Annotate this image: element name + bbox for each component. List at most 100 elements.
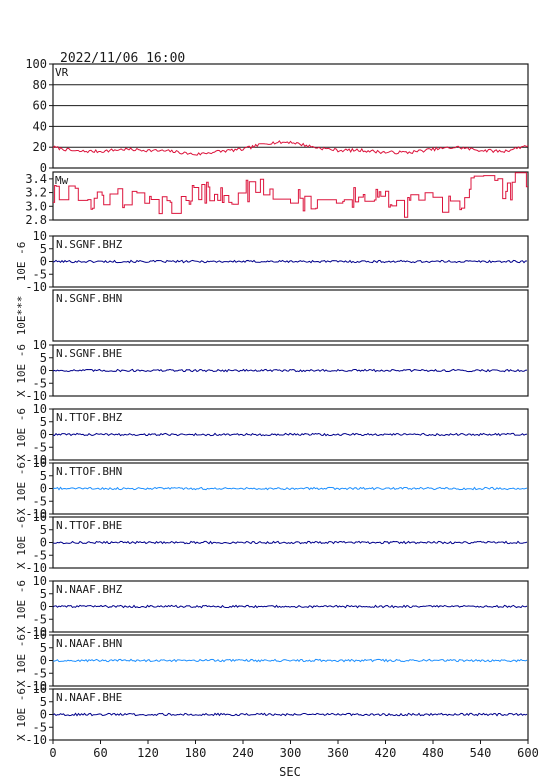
trace-tick-label: 0 bbox=[40, 654, 47, 668]
trace-tick-label: 0 bbox=[40, 482, 47, 496]
trace-waveform-n-sgnf-bhe bbox=[52, 368, 528, 373]
vr-panel-label: VR bbox=[55, 66, 69, 79]
vr-series-line bbox=[52, 140, 529, 156]
mw-tick-label: 2.8 bbox=[25, 213, 47, 227]
trace-tick-label: -5 bbox=[33, 548, 47, 562]
trace-tick-label: 0 bbox=[40, 708, 47, 722]
trace-tick-label: -5 bbox=[33, 267, 47, 281]
trace-tick-label: 5 bbox=[40, 469, 47, 483]
trace-y-axis-label: X 10E -6 bbox=[15, 580, 28, 633]
trace-tick-label: 10 bbox=[33, 682, 47, 696]
trace-tick-label: 5 bbox=[40, 351, 47, 365]
trace-tick-label: -10 bbox=[25, 625, 47, 639]
trace-y-axis-label: X 10E -6 bbox=[15, 462, 28, 515]
x-tick-label: 600 bbox=[517, 746, 539, 760]
trace-waveform-n-ttof-bhz bbox=[52, 432, 528, 437]
trace-tick-label: -10 bbox=[25, 280, 47, 294]
trace-panel-frame-n-ttof-bhz bbox=[52, 408, 529, 461]
x-tick-label: 240 bbox=[232, 746, 254, 760]
trace-waveform-n-naaf-bhz bbox=[52, 604, 528, 609]
trace-tick-label: 10 bbox=[33, 456, 47, 470]
trace-tick-label: -10 bbox=[25, 453, 47, 467]
trace-waveform-n-ttof-bhn bbox=[52, 486, 528, 491]
trace-waveform-n-ttof-bhe bbox=[52, 540, 528, 545]
trace-panel-frame-n-sgnf-bhn bbox=[52, 289, 529, 342]
trace-label-n-naaf-bhn: N.NAAF.BHN bbox=[56, 637, 122, 650]
trace-label-n-ttof-bhn: N.TTOF.BHN bbox=[56, 465, 122, 478]
trace-label-n-sgnf-bhz: N.SGNF.BHZ bbox=[56, 238, 123, 251]
trace-tick-label: -5 bbox=[33, 440, 47, 454]
trace-y-axis-label: 10E*** bbox=[15, 296, 28, 336]
x-tick-label: 480 bbox=[422, 746, 444, 760]
trace-tick-label: 5 bbox=[40, 695, 47, 709]
trace-tick-label: -5 bbox=[33, 720, 47, 734]
trace-y-axis-label: X 10E -6 bbox=[15, 634, 28, 687]
trace-waveform-n-sgnf-bhz bbox=[52, 259, 528, 264]
x-tick-label: 60 bbox=[93, 746, 107, 760]
trace-tick-label: 5 bbox=[40, 523, 47, 537]
trace-tick-label: -10 bbox=[25, 507, 47, 521]
trace-y-axis-label: X 10E -6 bbox=[15, 344, 28, 397]
trace-tick-label: -10 bbox=[25, 561, 47, 575]
trace-tick-label: 0 bbox=[40, 536, 47, 550]
mw-tick-label: 3.4 bbox=[25, 172, 47, 186]
vr-tick-label: 20 bbox=[33, 140, 47, 154]
trace-tick-label: -5 bbox=[33, 376, 47, 390]
x-tick-label: 360 bbox=[327, 746, 349, 760]
trace-tick-label: -10 bbox=[25, 389, 47, 403]
trace-tick-label: 0 bbox=[40, 364, 47, 378]
trace-waveform-n-naaf-bhe bbox=[52, 712, 528, 717]
trace-tick-label: 10 bbox=[33, 510, 47, 524]
vr-panel-frame bbox=[52, 63, 529, 169]
trace-tick-label: 0 bbox=[40, 428, 47, 442]
trace-tick-label: 10 bbox=[33, 338, 47, 352]
x-tick-label: 420 bbox=[375, 746, 397, 760]
trace-panel-frame-n-sgnf-bhz bbox=[52, 235, 529, 288]
trace-tick-label: -10 bbox=[25, 733, 47, 747]
trace-tick-label: 0 bbox=[40, 600, 47, 614]
trace-y-axis-label: X 10E -6 bbox=[15, 688, 28, 741]
trace-label-n-ttof-bhz: N.TTOF.BHZ bbox=[56, 411, 123, 424]
trace-tick-label: 5 bbox=[40, 641, 47, 655]
vr-tick-label: 100 bbox=[25, 57, 47, 71]
trace-y-axis-label: X 10E -6 bbox=[15, 408, 28, 461]
trace-tick-label: 0 bbox=[40, 255, 47, 269]
trace-tick-label: -10 bbox=[25, 679, 47, 693]
mw-tick-label: 3.2 bbox=[25, 186, 47, 200]
trace-tick-label: 5 bbox=[40, 415, 47, 429]
trace-tick-label: 5 bbox=[40, 242, 47, 256]
trace-label-n-naaf-bhz: N.NAAF.BHZ bbox=[56, 583, 123, 596]
trace-tick-label: 5 bbox=[40, 587, 47, 601]
trace-tick-label: -5 bbox=[33, 666, 47, 680]
x-tick-label: 540 bbox=[470, 746, 492, 760]
x-tick-label: 0 bbox=[49, 746, 56, 760]
trace-waveform-n-naaf-bhn bbox=[52, 658, 528, 663]
trace-tick-label: -5 bbox=[33, 612, 47, 626]
vr-tick-label: 0 bbox=[40, 161, 47, 175]
trace-tick-label: 10 bbox=[33, 229, 47, 243]
mw-panel-label: Mw bbox=[55, 174, 69, 187]
vr-tick-label: 60 bbox=[33, 99, 47, 113]
trace-tick-label: 10 bbox=[33, 574, 47, 588]
x-tick-label: 300 bbox=[280, 746, 302, 760]
chart-title: 2022/11/06 16:00 bbox=[60, 51, 185, 66]
trace-panel-frame-n-naaf-bhn bbox=[52, 634, 529, 687]
vr-tick-label: 80 bbox=[33, 78, 47, 92]
trace-tick-label: 10 bbox=[33, 402, 47, 416]
trace-panel-frame-n-ttof-bhe bbox=[52, 516, 529, 569]
vr-tick-label: 40 bbox=[33, 119, 47, 133]
trace-label-n-sgnf-bhn: N.SGNF.BHN bbox=[56, 292, 122, 305]
mw-series-line bbox=[53, 172, 528, 218]
trace-label-n-sgnf-bhe: N.SGNF.BHE bbox=[56, 347, 122, 360]
trace-y-axis-label: 10E -6 bbox=[15, 242, 28, 282]
mw-panel-frame bbox=[52, 171, 529, 221]
x-tick-label: 120 bbox=[137, 746, 159, 760]
trace-label-n-ttof-bhe: N.TTOF.BHE bbox=[56, 519, 122, 532]
x-axis-label: SEC bbox=[279, 765, 301, 779]
trace-tick-label: 10 bbox=[33, 628, 47, 642]
mw-tick-label: 3.0 bbox=[25, 199, 47, 213]
trace-y-axis-label: X 10E -6 bbox=[15, 516, 28, 569]
x-tick-label: 180 bbox=[185, 746, 207, 760]
